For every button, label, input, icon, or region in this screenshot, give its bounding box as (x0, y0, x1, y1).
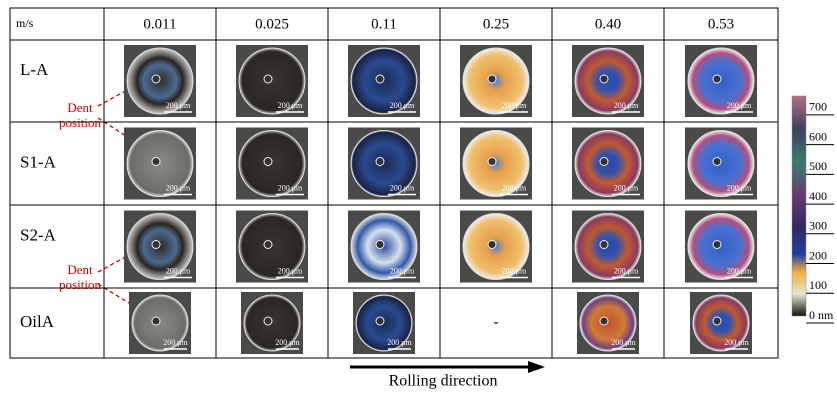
dent (264, 317, 272, 325)
scale-bar-label: 200 μm (275, 338, 300, 347)
row-label: S2-A (20, 225, 57, 244)
scale-bar-label: 200 μm (278, 183, 303, 192)
colorbar-tick-label: 600 (809, 129, 827, 143)
corner-label: m/s (16, 16, 34, 30)
colorbar-tick-label: 500 (809, 159, 827, 173)
micrograph: 200 μm (572, 128, 644, 200)
micrograph: 200 μm (690, 292, 752, 354)
dent (600, 241, 608, 249)
dent (600, 317, 608, 325)
micrograph: 200 μm (236, 211, 308, 283)
scale-bar-label: 200 μm (727, 266, 752, 275)
dent (713, 317, 721, 325)
micrograph: 200 μm (460, 45, 532, 117)
dent (713, 158, 721, 166)
colorbar-tick-label: 0 nm (809, 308, 834, 322)
dent (152, 241, 160, 249)
dent (376, 317, 384, 325)
scale-bar-label: 200 μm (278, 101, 303, 110)
scale-bar-label: 200 μm (166, 266, 191, 275)
micrograph: 200 μm (124, 128, 196, 200)
dent (713, 241, 721, 249)
micrograph: 200 μm (241, 292, 303, 354)
dent (264, 158, 272, 166)
micrograph: 200 μm (236, 45, 308, 117)
dent (264, 241, 272, 249)
dent (376, 158, 384, 166)
colorbar-tick-label: 100 (809, 278, 827, 292)
micrograph: 200 μm (348, 45, 420, 117)
scale-bar-label: 200 μm (724, 338, 749, 347)
dent (152, 317, 160, 325)
micrograph: 200 μm (572, 211, 644, 283)
scale-bar-label: 200 μm (390, 266, 415, 275)
scale-bar-label: 200 μm (727, 183, 752, 192)
colorbar-tick-label: 400 (809, 189, 827, 203)
scale-bar-label: 200 μm (502, 183, 527, 192)
figure: m/s Rolling direction 0.011 0.025 0.11 0.25… (0, 0, 837, 394)
micrograph: 200 μm (572, 45, 644, 117)
speed-header: 0.025 (255, 16, 289, 32)
scale-bar-label: 200 μm (387, 338, 412, 347)
micrograph: 200 μm (124, 45, 196, 117)
scale-bar-label: 200 μm (502, 266, 527, 275)
dent (152, 158, 160, 166)
scale-bar-label: 200 μm (614, 266, 639, 275)
missing-cell: - (494, 314, 499, 330)
arrow-label: Rolling direction (389, 373, 498, 390)
dent (600, 158, 608, 166)
dent-annotation: Dent position (50, 100, 110, 130)
row-label: L-A (20, 60, 49, 79)
scale-bar-label: 200 μm (614, 101, 639, 110)
scale-bar-label: 200 μm (390, 101, 415, 110)
micrograph: 200 μm (236, 128, 308, 200)
micrograph: 200 μm (577, 292, 639, 354)
speed-header: 0.53 (708, 16, 734, 32)
dent (488, 75, 496, 83)
scale-bar-label: 200 μm (166, 183, 191, 192)
scale-bar-label: 200 μm (611, 338, 636, 347)
scale-bar-label: 200 μm (278, 266, 303, 275)
speed-header: 0.25 (483, 16, 509, 32)
colorbar-tick-label: 700 (809, 100, 827, 114)
micrograph: 200 μm (129, 292, 191, 354)
dent (488, 158, 496, 166)
colorbar (792, 96, 806, 316)
speed-header: 0.011 (143, 16, 176, 32)
dent (376, 241, 384, 249)
scale-bar-label: 200 μm (163, 338, 188, 347)
row-label: OilA (20, 312, 55, 331)
micrograph: 200 μm (348, 211, 420, 283)
micrograph: 200 μm (124, 211, 196, 283)
figure-canvas: m/s Rolling direction 0.011 0.025 0.11 0.25… (0, 0, 837, 394)
colorbar-tick-label: 200 (809, 248, 827, 262)
scale-bar-label: 200 μm (390, 183, 415, 192)
scale-bar-label: 200 μm (166, 101, 191, 110)
speed-header: 0.11 (371, 16, 397, 32)
dent (264, 75, 272, 83)
arrow-head (528, 361, 545, 373)
scale-bar-label: 200 μm (614, 183, 639, 192)
micrograph: 200 μm (348, 128, 420, 200)
speed-header: 0.40 (595, 16, 621, 32)
dent (713, 75, 721, 83)
scale-bar-label: 200 μm (727, 101, 752, 110)
dent (600, 75, 608, 83)
row-label: S1-A (20, 152, 57, 171)
dent (488, 241, 496, 249)
colorbar-tick-label: 300 (809, 219, 827, 233)
micrograph: 200 μm (685, 128, 757, 200)
micrograph: 200 μm (685, 211, 757, 283)
micrograph: 200 μm (460, 128, 532, 200)
dent-annotation: Dent position (50, 262, 110, 292)
dent (152, 75, 160, 83)
dent (376, 75, 384, 83)
scale-bar-label: 200 μm (502, 101, 527, 110)
micrograph: 200 μm (460, 211, 532, 283)
micrograph: 200 μm (685, 45, 757, 117)
micrograph: 200 μm (353, 292, 415, 354)
